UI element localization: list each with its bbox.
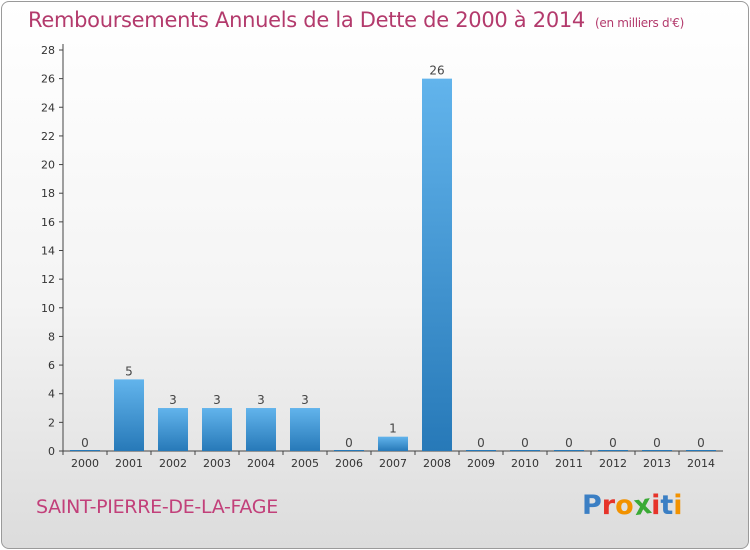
data-label: 0 [345,436,353,450]
y-tick-label: 22 [41,130,55,143]
logo-letter: P [582,490,602,521]
x-tick-label: 2002 [159,457,187,470]
data-label: 0 [653,436,661,450]
y-tick-label: 16 [41,216,55,229]
logo-letter: o [615,490,634,521]
y-tick-label: 26 [41,73,55,86]
x-tick-label: 2012 [599,457,627,470]
bar [422,78,452,452]
proxiti-logo: Proxiti [582,488,683,523]
y-tick-label: 2 [48,416,55,429]
bar [202,408,232,451]
bar [378,436,408,451]
y-tick-label: 6 [48,359,55,372]
bar [246,408,276,451]
data-label: 26 [429,64,444,78]
logo-letter: i [673,490,683,521]
x-tick-label: 2003 [203,457,231,470]
data-label: 0 [477,436,485,450]
y-tick-label: 24 [41,101,55,114]
y-tick-label: 14 [41,245,55,258]
x-tick-label: 2009 [467,457,495,470]
data-label: 3 [169,393,177,407]
logo-letter: r [601,490,616,521]
data-label: 3 [301,393,309,407]
data-label: 3 [257,393,265,407]
y-tick-label: 0 [48,445,55,458]
data-label: 0 [697,436,705,450]
data-label: 0 [565,436,573,450]
x-tick-label: 2014 [687,457,715,470]
bar [114,379,144,451]
x-tick-label: 2005 [291,457,319,470]
data-label: 5 [125,364,133,378]
y-tick-label: 12 [41,273,55,286]
x-tick-label: 2004 [247,457,275,470]
commune-name: SAINT-PIERRE-DE-LA-FAGE [36,496,278,518]
logo-letter: t [660,490,674,521]
bar [290,408,320,451]
data-label: 0 [609,436,617,450]
y-tick-label: 18 [41,187,55,200]
y-tick-label: 20 [41,159,55,172]
data-label: 0 [521,436,529,450]
data-label: 0 [81,436,89,450]
y-tick-label: 4 [48,388,55,401]
y-tick-label: 28 [41,44,55,57]
data-label: 3 [213,393,221,407]
y-tick-label: 8 [48,330,55,343]
y-tick-label: 10 [41,302,55,315]
x-tick-label: 2001 [115,457,143,470]
x-tick-label: 2008 [423,457,451,470]
chart-title-unit: (en milliers d'€) [595,16,685,30]
x-tick-label: 2000 [71,457,99,470]
logo-letter: x [631,488,654,523]
chart-title-text: Remboursements Annuels de la Dette de 20… [28,8,585,32]
logo-letter: i [651,490,661,521]
data-label: 1 [389,422,397,436]
x-tick-label: 2010 [511,457,539,470]
x-tick-label: 2006 [335,457,363,470]
bar [158,408,188,451]
x-tick-label: 2013 [643,457,671,470]
chart-title: Remboursements Annuels de la Dette de 20… [28,8,684,32]
x-tick-label: 2011 [555,457,583,470]
x-tick-label: 2007 [379,457,407,470]
